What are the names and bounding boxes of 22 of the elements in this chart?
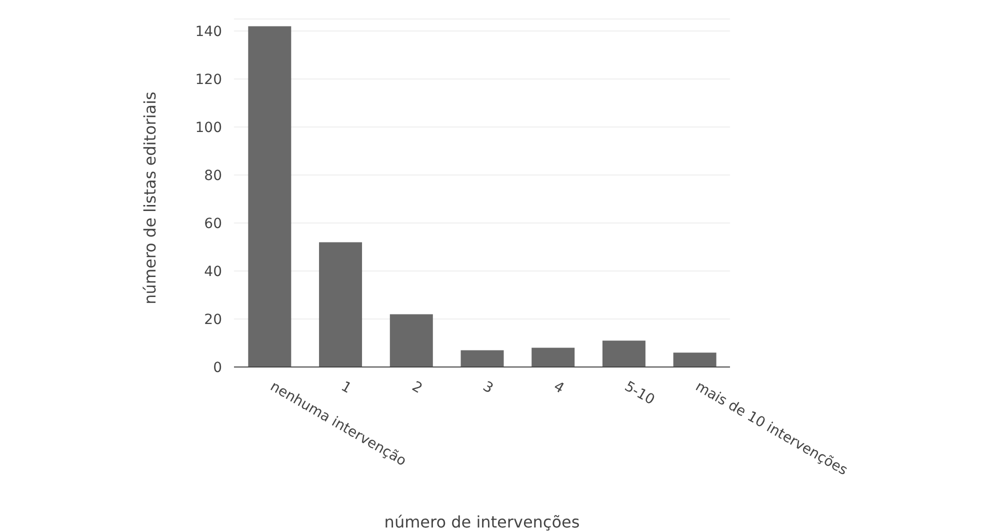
x-tick-label: 4 — [550, 378, 567, 397]
bar — [460, 350, 504, 367]
y-tick-label: 20 — [204, 312, 222, 328]
bar — [248, 26, 292, 367]
y-tick-label: 140 — [195, 24, 222, 40]
y-tick-label: 40 — [204, 264, 222, 280]
y-tick-label: 120 — [195, 72, 222, 88]
y-tick-label: 80 — [204, 168, 222, 184]
x-tick-label: 5-10 — [622, 378, 658, 408]
y-tick-label: 0 — [213, 360, 222, 376]
y-tick-label: 100 — [195, 120, 222, 136]
bar — [319, 242, 362, 367]
y-axis-title: número de listas editoriais — [140, 92, 160, 304]
x-tick-label: 1 — [338, 378, 354, 397]
x-tick-label: 3 — [480, 378, 496, 397]
bar — [673, 352, 716, 367]
x-tick-label: 2 — [409, 378, 425, 397]
bar — [532, 348, 575, 367]
y-tick-label: 60 — [204, 216, 222, 232]
bar — [602, 340, 646, 367]
x-axis-title: número de intervenções — [384, 512, 580, 532]
bar — [390, 314, 433, 367]
